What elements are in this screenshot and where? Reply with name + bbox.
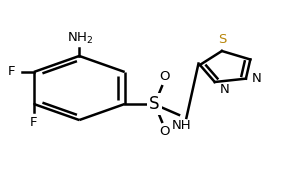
Text: S: S — [149, 95, 160, 113]
Text: NH: NH — [172, 119, 191, 132]
Text: NH$_2$: NH$_2$ — [67, 30, 94, 46]
Text: F: F — [30, 116, 38, 129]
Text: O: O — [160, 70, 170, 83]
Text: F: F — [8, 65, 15, 78]
Text: S: S — [218, 33, 226, 46]
Text: O: O — [160, 125, 170, 138]
Text: N: N — [220, 83, 230, 96]
Text: N: N — [252, 72, 262, 85]
